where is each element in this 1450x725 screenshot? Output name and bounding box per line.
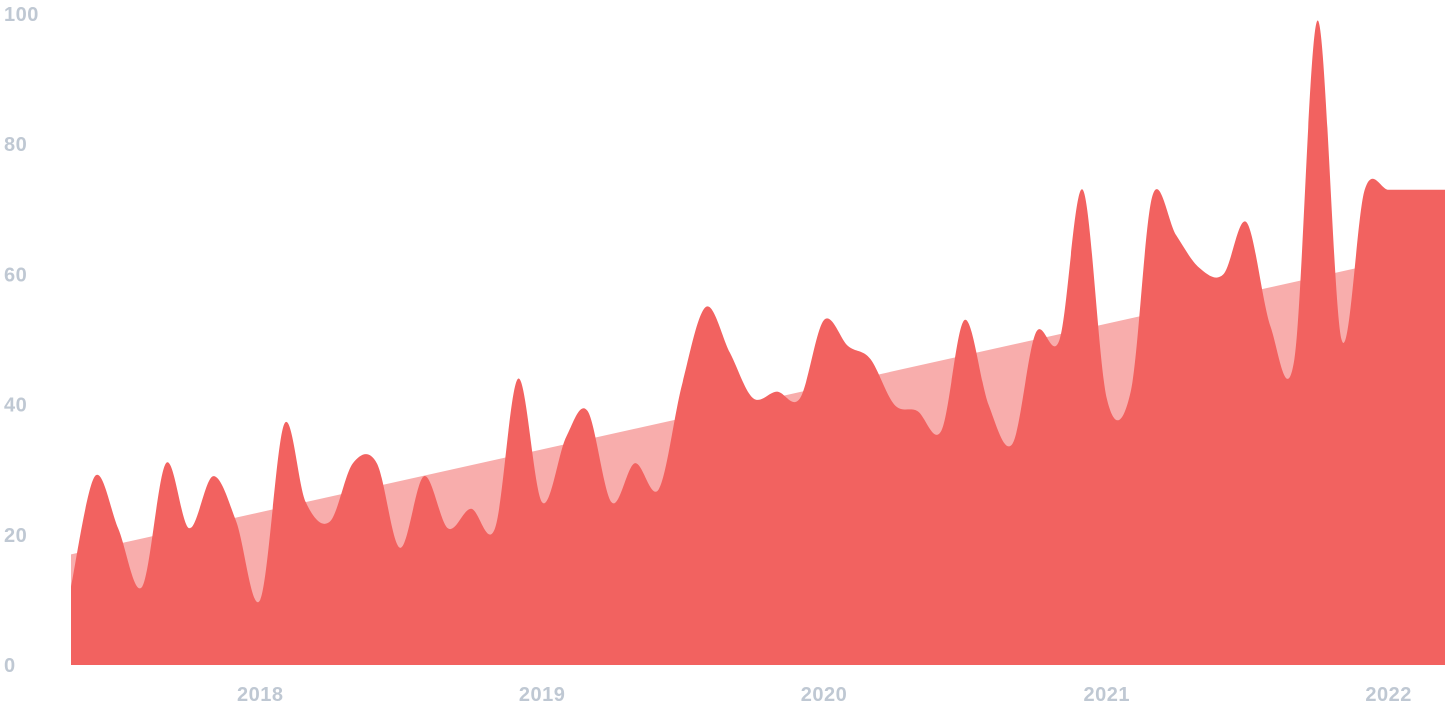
values-area	[71, 20, 1445, 666]
y-axis: 0 20 40 60 80 100	[4, 4, 39, 677]
plot-area	[71, 20, 1445, 666]
x-tick-label: 2020	[801, 684, 848, 706]
x-tick-label: 2021	[1083, 684, 1130, 706]
y-tick-label: 60	[4, 264, 27, 286]
x-tick-label: 2018	[237, 684, 284, 706]
x-axis: 2018 2019 2020 2021 2022	[237, 684, 1412, 706]
y-tick-label: 40	[4, 395, 27, 417]
y-tick-label: 80	[4, 134, 27, 156]
y-tick-label: 0	[4, 655, 16, 677]
x-tick-label: 2022	[1365, 684, 1412, 706]
x-tick-label: 2019	[519, 684, 566, 706]
y-tick-label: 20	[4, 525, 27, 547]
y-tick-label: 100	[4, 4, 39, 26]
